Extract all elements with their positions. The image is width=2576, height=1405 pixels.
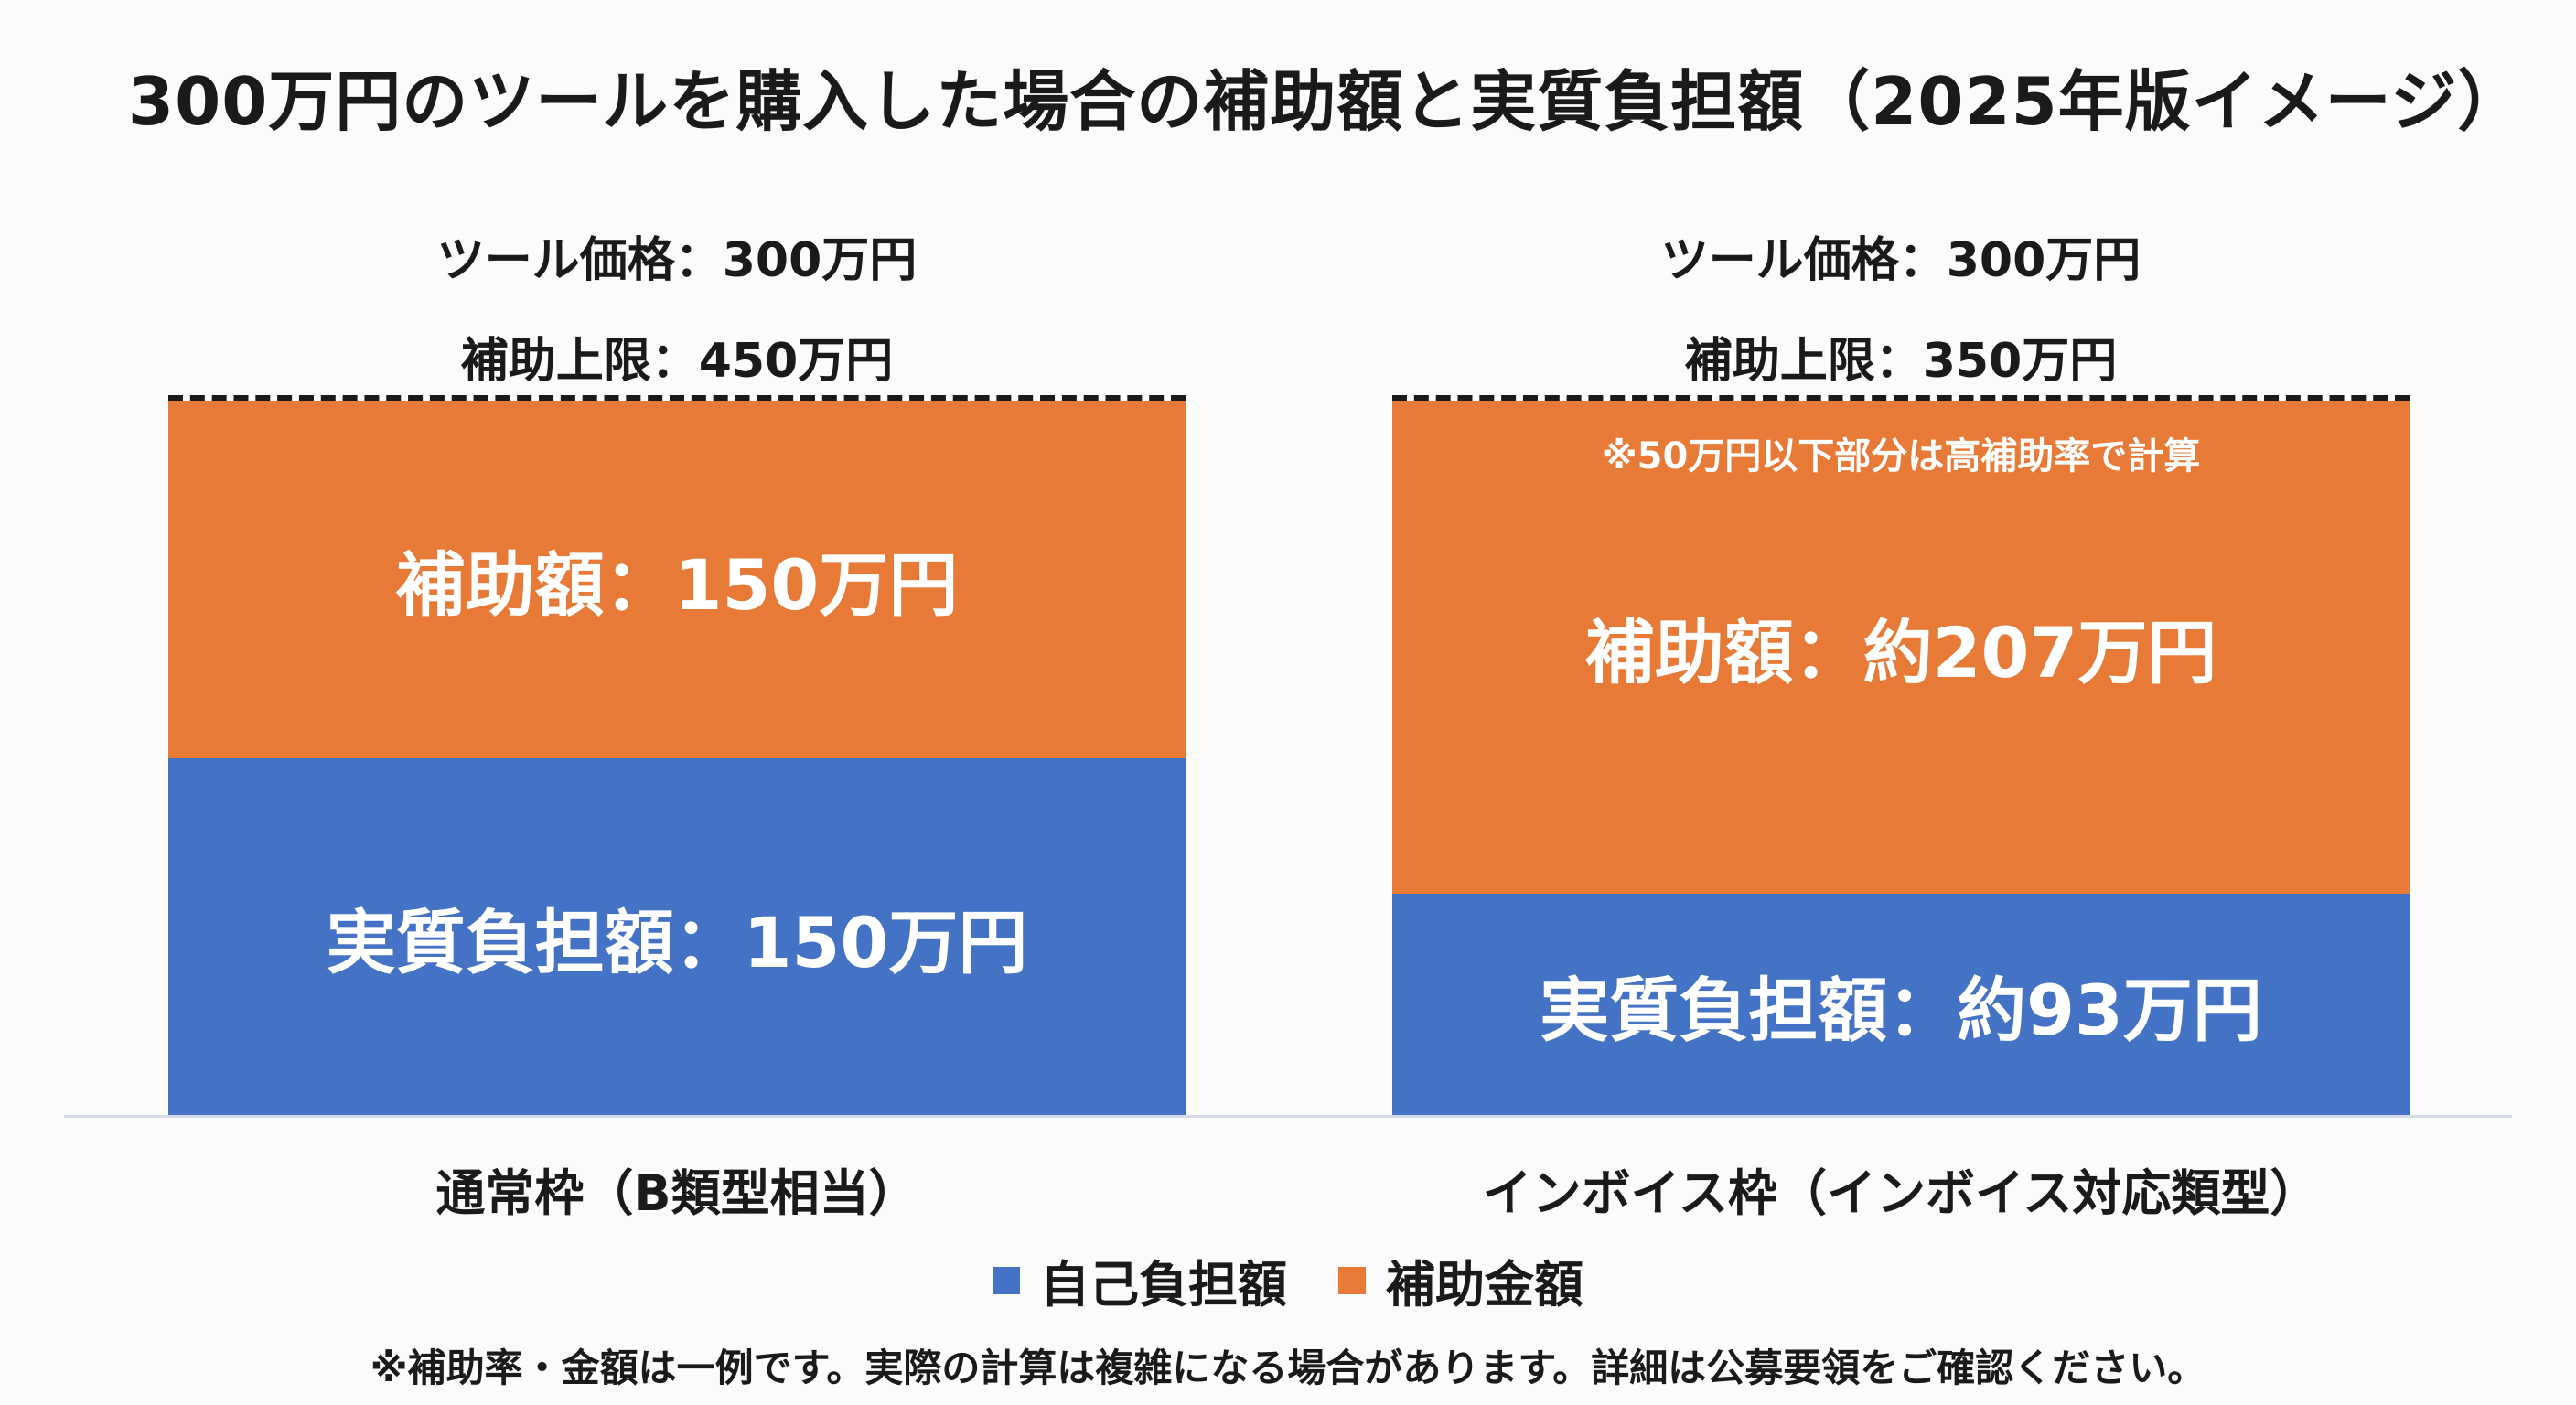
footnote: ※補助率・金額は一例です。実際の計算は複雑になる場合があります。詳細は公募要領を… — [370, 1346, 2206, 1390]
price-label-invoice: ツール価格：300万円 — [1660, 233, 2141, 288]
legend: 自己負担額 補助金額 — [0, 1244, 2576, 1316]
bar-subsidy-standard: 補助額：150万円 — [168, 401, 1186, 758]
bar-subsidy-invoice: 補助額：約207万円 — [1392, 401, 2410, 894]
legend-swatch-self-burden — [993, 1266, 1020, 1294]
bar-note-invoice: ※50万円以下部分は高補助率で計算 — [1601, 435, 2201, 477]
bar-self-burden-invoice: 実質負担額：約93万円 — [1392, 893, 2410, 1115]
legend-label-self-burden: 自己負担額 — [1040, 1256, 1287, 1314]
bar-self-burden-standard: 実質負担額：150万円 — [168, 757, 1186, 1115]
legend-label-subsidy: 補助金額 — [1386, 1256, 1583, 1314]
chart-title: 300万円のツールを購入した場合の補助額と実質負担額（2025年版イメージ） — [128, 63, 2525, 140]
cap-line-invoice — [1392, 395, 2410, 402]
cap-line-standard — [168, 395, 1186, 402]
category-label-invoice: インボイス枠（インボイス対応類型） — [1482, 1164, 2320, 1222]
legend-item-self-burden: 自己負担額 — [993, 1244, 1287, 1316]
legend-item-subsidy: 補助金額 — [1338, 1244, 1583, 1316]
cap-label-invoice: 補助上限：350万円 — [1684, 334, 2118, 389]
legend-swatch-subsidy — [1338, 1266, 1366, 1294]
price-label-standard: ツール価格：300万円 — [436, 233, 918, 288]
x-axis-baseline — [64, 1115, 2512, 1118]
cap-label-standard: 補助上限：450万円 — [460, 334, 894, 389]
category-label-standard: 通常枠（B類型相当） — [435, 1164, 918, 1222]
